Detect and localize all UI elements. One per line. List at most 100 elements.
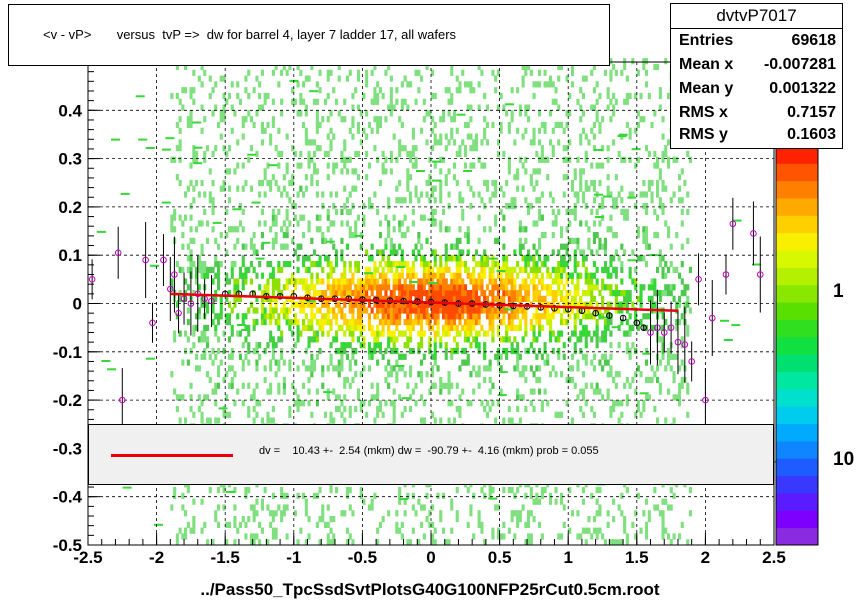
heatmap-cell xyxy=(395,197,399,204)
heatmap-cell xyxy=(299,400,303,407)
heatmap-cell xyxy=(365,174,369,181)
heatmap-cell xyxy=(507,127,511,134)
heatmap-cell xyxy=(507,527,511,534)
heatmap-cell xyxy=(384,156,388,163)
heatmap-cell xyxy=(620,266,624,273)
heatmap-cell xyxy=(636,110,640,117)
heatmap-cell xyxy=(255,510,259,517)
heatmap-cell xyxy=(266,417,270,424)
heatmap-cell xyxy=(562,307,566,314)
heatmap-cell xyxy=(488,365,492,372)
heatmap-cell xyxy=(587,185,591,192)
heatmap-cell xyxy=(623,156,627,163)
heatmap-cell xyxy=(521,394,525,401)
heatmap-cell xyxy=(326,272,330,279)
heatmap-cell xyxy=(458,81,462,88)
heatmap-cell xyxy=(518,226,522,233)
heatmap-outlier xyxy=(752,263,761,266)
heatmap-cell xyxy=(507,278,511,285)
color-bar-segment xyxy=(776,302,818,320)
heatmap-cell xyxy=(340,208,344,215)
heatmap-cell xyxy=(428,197,432,204)
heatmap-cell xyxy=(678,319,682,326)
heatmap-outlier xyxy=(218,407,228,410)
heatmap-cell xyxy=(584,203,588,210)
heatmap-cell xyxy=(433,417,437,424)
heatmap-cell xyxy=(565,249,569,256)
heatmap-cell xyxy=(392,336,396,343)
heatmap-cell xyxy=(450,382,454,389)
heatmap-cell xyxy=(260,139,264,146)
heatmap-cell xyxy=(653,110,657,117)
heatmap-cell xyxy=(507,319,511,326)
heatmap-cell xyxy=(345,342,349,349)
profile-point xyxy=(750,230,757,237)
heatmap-cell xyxy=(672,295,676,302)
heatmap-cell xyxy=(474,307,478,314)
heatmap-cell xyxy=(376,284,380,291)
heatmap-cell xyxy=(326,394,330,401)
heatmap-cell xyxy=(428,278,432,285)
heatmap-cell xyxy=(606,92,610,100)
heatmap-cell xyxy=(584,313,588,320)
heatmap-cell xyxy=(208,92,212,100)
heatmap-cell xyxy=(614,371,618,378)
heatmap-cell xyxy=(609,261,613,268)
heatmap-cell xyxy=(661,498,665,505)
heatmap-cell xyxy=(453,417,457,424)
heatmap-cell xyxy=(557,307,561,314)
heatmap-cell xyxy=(340,290,344,297)
heatmap-cell xyxy=(444,347,448,355)
heatmap-cell xyxy=(431,521,435,528)
heatmap-cell xyxy=(398,498,402,505)
heatmap-cell xyxy=(502,313,506,320)
heatmap-cell xyxy=(447,330,451,337)
heatmap-cell xyxy=(296,243,300,250)
heatmap-cell xyxy=(409,290,413,297)
heatmap-cell xyxy=(540,121,544,129)
heatmap-cell xyxy=(400,266,404,273)
heatmap-cell xyxy=(238,266,242,273)
heatmap-cell xyxy=(200,330,204,337)
heatmap-cell xyxy=(376,382,380,389)
heatmap-cell xyxy=(477,63,481,71)
heatmap-cell xyxy=(455,510,459,517)
heatmap-cell xyxy=(315,290,319,297)
heatmap-cell xyxy=(293,400,297,407)
heatmap-cell xyxy=(669,504,673,511)
heatmap-cell xyxy=(518,110,522,117)
heatmap-cell xyxy=(233,110,237,117)
heatmap-cell xyxy=(623,516,627,523)
heatmap-cell xyxy=(329,290,333,297)
heatmap-cell xyxy=(367,324,371,331)
heatmap-cell xyxy=(592,197,596,204)
heatmap-cell xyxy=(406,174,410,181)
heatmap-cell xyxy=(686,295,690,302)
heatmap-cell xyxy=(557,104,561,111)
heatmap-cell xyxy=(483,539,487,546)
heatmap-cell xyxy=(461,307,465,314)
heatmap-cell xyxy=(601,284,605,291)
heatmap-outlier xyxy=(177,300,187,303)
heatmap-cell xyxy=(540,324,544,331)
heatmap-cell xyxy=(598,162,602,169)
heatmap-cell xyxy=(581,110,585,117)
heatmap-cell xyxy=(255,342,259,349)
heatmap-cell xyxy=(513,197,517,204)
heatmap-cell xyxy=(606,388,610,395)
heatmap-cell xyxy=(636,255,640,262)
heatmap-cell xyxy=(387,197,391,204)
heatmap-cell xyxy=(664,417,668,424)
heatmap-cell xyxy=(252,249,256,256)
heatmap-cell xyxy=(524,127,528,134)
heatmap-cell xyxy=(417,342,421,349)
heatmap-cell xyxy=(403,284,407,291)
heatmap-cell xyxy=(573,313,577,320)
heatmap-cell xyxy=(469,272,473,279)
heatmap-cell xyxy=(409,156,413,163)
heatmap-cell xyxy=(277,208,281,215)
stats-label: Mean y xyxy=(679,80,734,97)
heatmap-cell xyxy=(532,498,536,505)
heatmap-cell xyxy=(447,226,451,233)
x-axis: -2.5 -2 -1.5 -1 -0.5 0 0.5 1 1.5 2 2.5 xyxy=(73,533,786,567)
